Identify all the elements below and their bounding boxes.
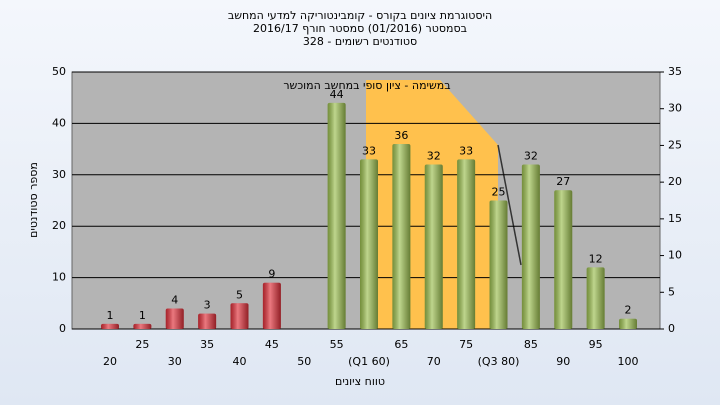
value-label: 1: [139, 309, 146, 322]
bar-shade: [165, 308, 184, 329]
value-label: 36: [394, 129, 408, 142]
value-label: 2: [625, 304, 632, 317]
x-axis-label: טווח ציונים: [335, 375, 385, 388]
x-tick-label: 75: [459, 338, 473, 351]
value-label: 44: [330, 88, 344, 101]
x-tick-label: 50: [297, 355, 311, 368]
bar-shade: [521, 164, 540, 329]
x-tick-label: 20: [103, 355, 117, 368]
y-tick-label: 40: [52, 116, 66, 129]
value-label: 33: [459, 144, 473, 157]
value-label: 3: [204, 299, 211, 312]
y2-tick-label: 20: [668, 175, 682, 188]
bar-shade: [230, 303, 249, 329]
x-tick-label: 25: [135, 338, 149, 351]
y-axis-label: מספר סטודנטים: [27, 162, 40, 238]
x-tick-label: 100: [618, 355, 639, 368]
x-tick-label: 35: [200, 338, 214, 351]
value-label: 33: [362, 144, 376, 157]
value-label: 32: [427, 150, 441, 163]
bar-shade: [198, 313, 217, 329]
bar-shade: [457, 159, 476, 329]
bar-shade: [586, 267, 605, 329]
y-tick-label: 30: [52, 168, 66, 181]
chart-subtitle: בסמסטר (01/2016) סמסטר חורף 2016/17: [253, 22, 467, 35]
x-tick-label: 85: [524, 338, 538, 351]
y-tick-label: 10: [52, 271, 66, 284]
y2-tick-label: 15: [668, 212, 682, 225]
x-tick-label: 70: [427, 355, 441, 368]
bar-shade: [327, 102, 346, 329]
bar-shade: [101, 323, 119, 329]
y-tick-label: 0: [59, 322, 66, 335]
y2-tick-label: 10: [668, 249, 682, 262]
pointer-line: [497, 144, 522, 266]
y2-tick-label: 0: [668, 322, 675, 335]
bar-shade: [360, 159, 378, 329]
x-tick-label: 65: [394, 338, 408, 351]
x-tick-label: 90: [556, 355, 570, 368]
value-label: 12: [589, 252, 603, 265]
x-tick-label: 30: [168, 355, 182, 368]
value-label: 27: [556, 175, 570, 188]
value-label: 9: [268, 268, 275, 281]
x-tick-label: 95: [589, 338, 603, 351]
bar-shade: [619, 318, 637, 329]
bar-shade: [489, 200, 508, 329]
y2-tick-label: 25: [668, 138, 682, 151]
bar-shade: [392, 143, 411, 329]
bar-shade: [133, 323, 152, 329]
y2-tick-label: 30: [668, 102, 682, 115]
y2-tick-label: 35: [668, 65, 682, 78]
x-tick-label: (Q3 80): [478, 355, 520, 368]
value-label: 5: [236, 288, 243, 301]
bar-shade: [262, 282, 281, 329]
chart-title: היסטוגרמת ציונים בקורס - קומבינטוריקה למ…: [228, 9, 492, 22]
annotation: במשימה - ציון סופי במחשב המוכשר: [283, 79, 450, 92]
y-tick-label: 20: [52, 219, 66, 232]
y-tick-label: 50: [52, 65, 66, 78]
chart-subtitle: סטודנטים רשומים - 328: [303, 35, 417, 48]
value-label: 32: [524, 150, 538, 163]
bar-shade: [554, 190, 573, 329]
x-tick-label: (Q1 60): [348, 355, 390, 368]
value-label: 1: [107, 309, 114, 322]
value-label: 4: [171, 293, 178, 306]
x-tick-label: 40: [233, 355, 247, 368]
x-tick-label: 45: [265, 338, 279, 351]
y2-tick-label: 5: [668, 285, 675, 298]
x-tick-label: 55: [330, 338, 344, 351]
bar-shade: [424, 164, 443, 329]
value-label: 25: [492, 186, 506, 199]
